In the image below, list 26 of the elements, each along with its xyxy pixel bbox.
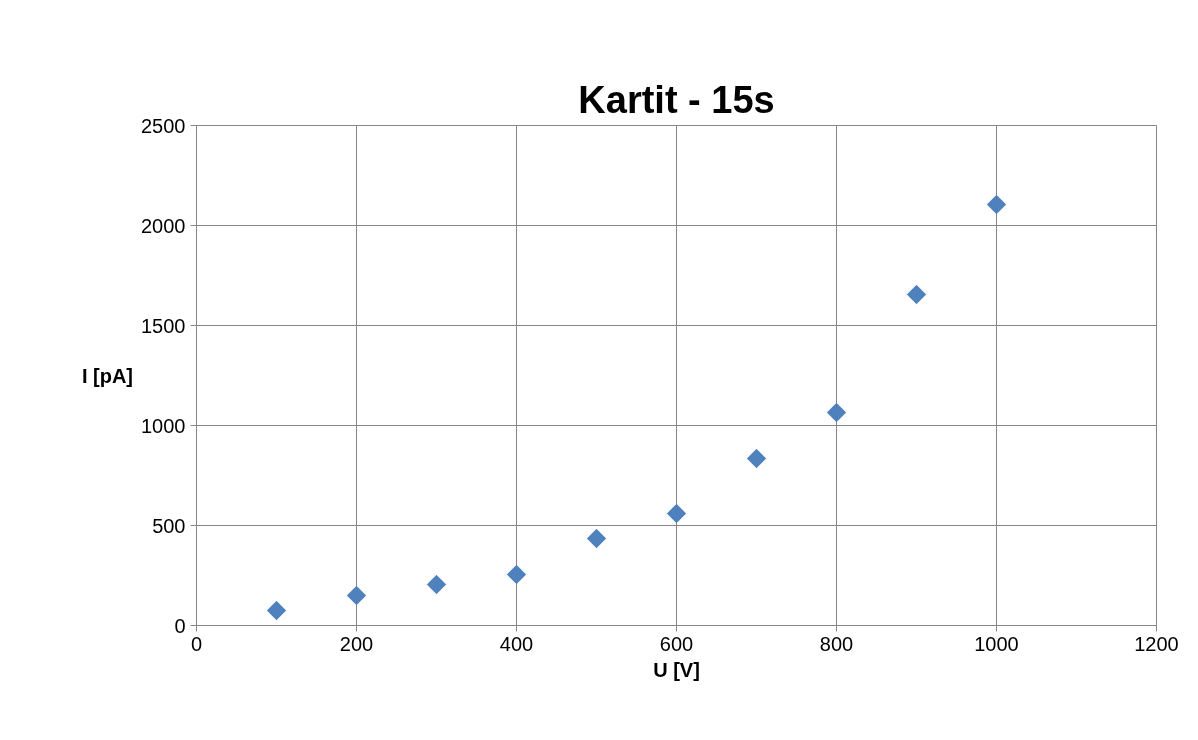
y-tick-label: 1000 — [141, 414, 186, 437]
y-tick-label: 2500 — [141, 114, 186, 137]
x-axis-title: U [V] — [653, 658, 700, 681]
point — [906, 284, 927, 305]
point — [746, 448, 767, 469]
y-tick-label: 0 — [174, 614, 186, 637]
point — [266, 600, 287, 621]
y-axis-title: I [pA] — [81, 364, 134, 387]
x-tick-label: 400 — [499, 632, 534, 655]
x-tick-label: 600 — [659, 632, 694, 655]
x-tick-label: 0 — [190, 632, 203, 655]
point — [426, 574, 447, 595]
x-tick-label: 1000 — [974, 632, 1019, 655]
y-tick-label: 1500 — [141, 314, 186, 337]
x-tick-label: 1200 — [1134, 632, 1179, 655]
x-tick-label: 200 — [339, 632, 374, 655]
point — [986, 194, 1007, 215]
point — [826, 402, 847, 423]
point — [586, 528, 607, 549]
y-tick-label: 500 — [152, 514, 186, 537]
point — [666, 503, 687, 524]
y-tick-label: 2000 — [141, 214, 186, 237]
point — [506, 564, 527, 585]
x-tick-label: 800 — [819, 632, 854, 655]
chart-title: Kartit - 15s — [578, 78, 775, 121]
point — [346, 585, 367, 606]
